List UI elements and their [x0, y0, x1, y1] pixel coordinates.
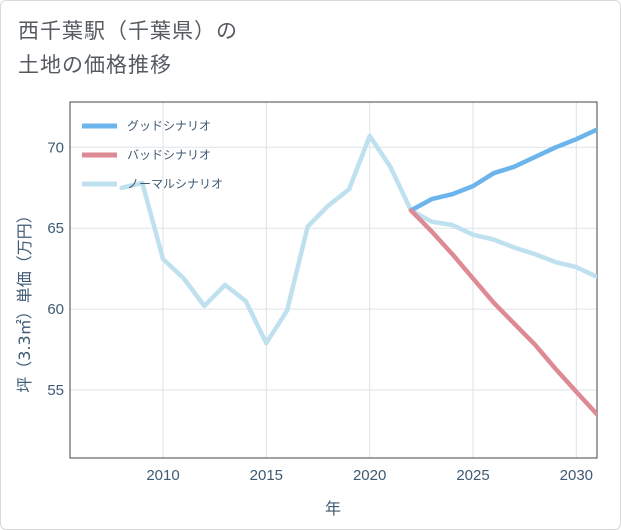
- series-line-0: [408, 127, 597, 213]
- x-tick-label-2030: 2030: [560, 467, 593, 484]
- axis-ticks: 2010 2015 2020 2025 2030 55 60 65 70: [47, 139, 593, 484]
- y-tick-label-60: 60: [47, 301, 64, 318]
- x-tick-label-2015: 2015: [250, 467, 283, 484]
- x-tick-label-2025: 2025: [456, 467, 489, 484]
- x-tick-label-2020: 2020: [353, 467, 386, 484]
- chart-title: 西千葉駅（千葉県）の 土地の価格推移: [18, 14, 238, 82]
- series-lines: [119, 127, 597, 417]
- legend-label-0: グッドシナリオ: [127, 119, 211, 133]
- y-tick-label-65: 65: [47, 220, 64, 237]
- series-line-2: [119, 133, 597, 346]
- y-tick-label-70: 70: [47, 139, 64, 156]
- x-axis-title: 年: [325, 499, 341, 518]
- y-axis-title: 坪（3.3㎡）単価（万円）: [15, 207, 34, 392]
- series-line-1: [408, 208, 597, 417]
- legend-label-2: ノーマルシナリオ: [127, 177, 223, 191]
- chart-title-line1: 西千葉駅（千葉県）の: [18, 19, 238, 43]
- x-tick-label-2010: 2010: [146, 467, 179, 484]
- plot-area-border: [69, 101, 598, 459]
- y-tick-label-55: 55: [47, 382, 64, 399]
- legend-label-1: バッドシナリオ: [127, 148, 211, 162]
- chart-title-line2: 土地の価格推移: [18, 53, 172, 77]
